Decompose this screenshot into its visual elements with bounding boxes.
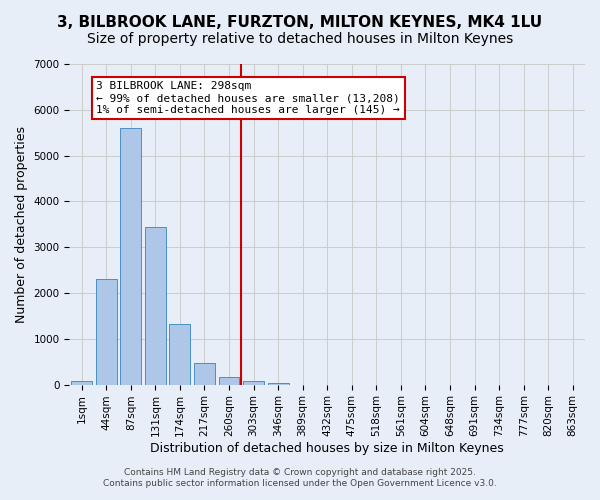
Text: 3, BILBROOK LANE, FURZTON, MILTON KEYNES, MK4 1LU: 3, BILBROOK LANE, FURZTON, MILTON KEYNES… [58, 15, 542, 30]
Bar [243, 381, 264, 384]
Text: Size of property relative to detached houses in Milton Keynes: Size of property relative to detached ho… [87, 32, 513, 46]
X-axis label: Distribution of detached houses by size in Milton Keynes: Distribution of detached houses by size … [151, 442, 504, 455]
Bar [145, 226, 166, 384]
Bar [71, 381, 92, 384]
Bar [96, 280, 116, 384]
Bar [121, 128, 141, 384]
Text: 3 BILBROOK LANE: 298sqm
← 99% of detached houses are smaller (13,208)
1% of semi: 3 BILBROOK LANE: 298sqm ← 99% of detache… [97, 82, 400, 114]
Bar [169, 324, 190, 384]
Bar [268, 383, 289, 384]
Y-axis label: Number of detached properties: Number of detached properties [15, 126, 28, 323]
Text: Contains HM Land Registry data © Crown copyright and database right 2025.
Contai: Contains HM Land Registry data © Crown c… [103, 468, 497, 487]
Bar [194, 363, 215, 384]
Bar [218, 378, 239, 384]
